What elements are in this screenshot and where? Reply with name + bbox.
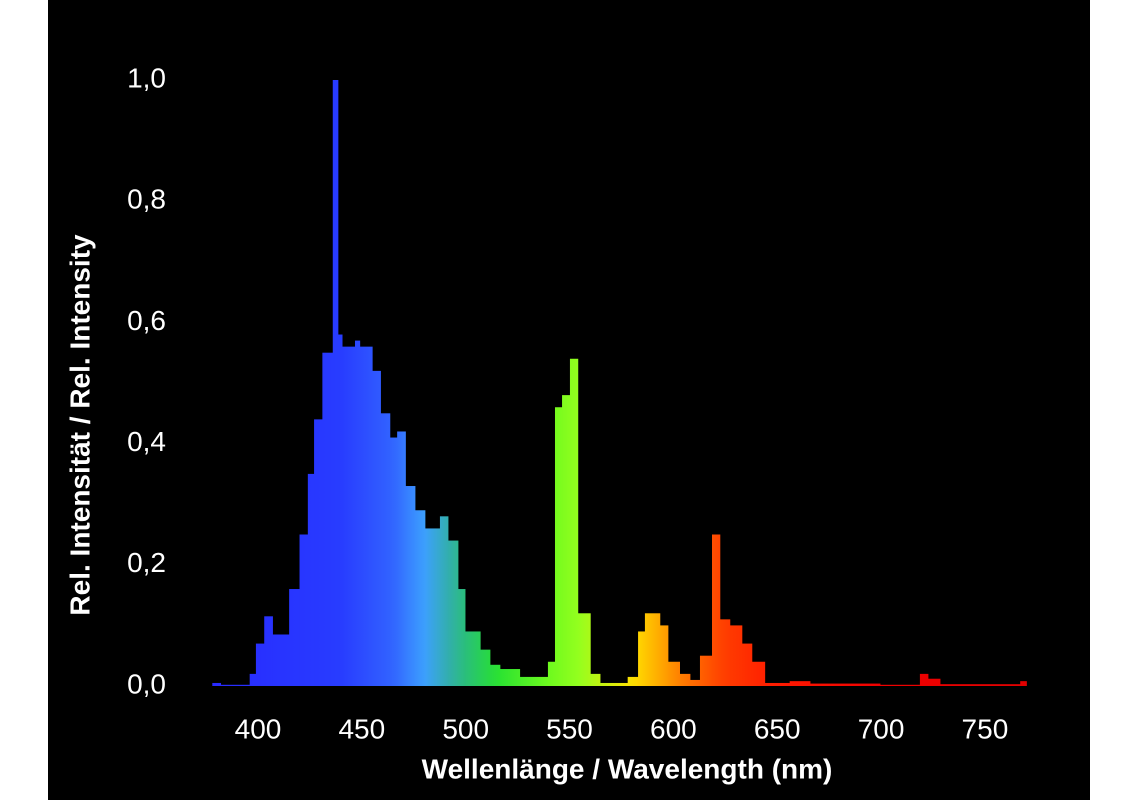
x-tick-label: 600 xyxy=(650,713,697,744)
bar xyxy=(337,334,343,686)
bar xyxy=(249,673,257,686)
bar xyxy=(928,678,941,686)
bar xyxy=(699,655,713,686)
bar xyxy=(255,643,265,686)
bar xyxy=(679,673,691,686)
y-tick-label: 0,8 xyxy=(127,184,166,215)
bar xyxy=(264,616,273,686)
bar xyxy=(627,676,639,686)
bar xyxy=(751,661,766,686)
y-tick-label: 0,4 xyxy=(127,426,166,457)
y-axis-label: Rel. Intensität / Rel. Intensity xyxy=(64,234,95,616)
y-tick-label: 1,0 xyxy=(127,62,166,93)
bar xyxy=(880,684,921,686)
bar xyxy=(457,589,466,686)
bar xyxy=(424,528,441,686)
x-tick-label: 700 xyxy=(858,713,905,744)
bar xyxy=(600,682,629,686)
x-tick-label: 550 xyxy=(546,713,593,744)
bar xyxy=(272,634,290,686)
bar xyxy=(667,661,681,686)
bar xyxy=(415,510,426,686)
bar xyxy=(741,643,753,686)
bar xyxy=(577,613,591,686)
bar xyxy=(314,419,323,686)
x-tick-label: 500 xyxy=(442,713,489,744)
bar xyxy=(489,664,501,686)
x-axis-label: Wellenlänge / Wavelength (nm) xyxy=(422,753,833,784)
bar xyxy=(342,346,356,686)
bar xyxy=(499,669,521,686)
bar xyxy=(638,631,646,686)
bar xyxy=(389,437,398,686)
bar xyxy=(810,683,881,686)
bar xyxy=(764,682,791,686)
bar xyxy=(712,534,721,686)
bar xyxy=(332,80,339,686)
bar xyxy=(359,346,373,686)
bar xyxy=(397,431,406,686)
bar xyxy=(644,613,661,686)
bar xyxy=(299,534,309,686)
bar xyxy=(465,631,481,686)
bar xyxy=(569,358,579,686)
y-tick-label: 0,2 xyxy=(127,547,166,578)
bar xyxy=(354,340,361,686)
bar xyxy=(729,625,743,686)
bar xyxy=(689,679,701,686)
bar xyxy=(554,407,563,686)
bar xyxy=(1020,681,1027,686)
bar xyxy=(547,661,556,686)
bar xyxy=(719,619,731,686)
bar xyxy=(439,516,449,686)
y-tick-label: 0,0 xyxy=(127,668,166,699)
bar xyxy=(289,589,300,686)
bar xyxy=(212,682,222,686)
bar xyxy=(789,681,811,686)
x-tick-label: 750 xyxy=(962,713,1009,744)
bar xyxy=(372,370,381,686)
bar xyxy=(519,676,549,686)
bar xyxy=(322,352,334,686)
bar xyxy=(480,649,491,686)
bar xyxy=(307,473,315,686)
x-tick-label: 650 xyxy=(754,713,801,744)
bar xyxy=(562,395,571,686)
bar xyxy=(405,486,416,686)
x-tick-label: 400 xyxy=(235,713,282,744)
x-tick-label: 450 xyxy=(338,713,385,744)
bar xyxy=(380,413,391,686)
bar xyxy=(590,673,601,686)
bar xyxy=(220,684,251,686)
bar xyxy=(659,625,669,686)
bar xyxy=(448,540,459,686)
y-tick-label: 0,6 xyxy=(127,305,166,336)
bar xyxy=(940,684,1021,686)
bar xyxy=(919,673,929,686)
